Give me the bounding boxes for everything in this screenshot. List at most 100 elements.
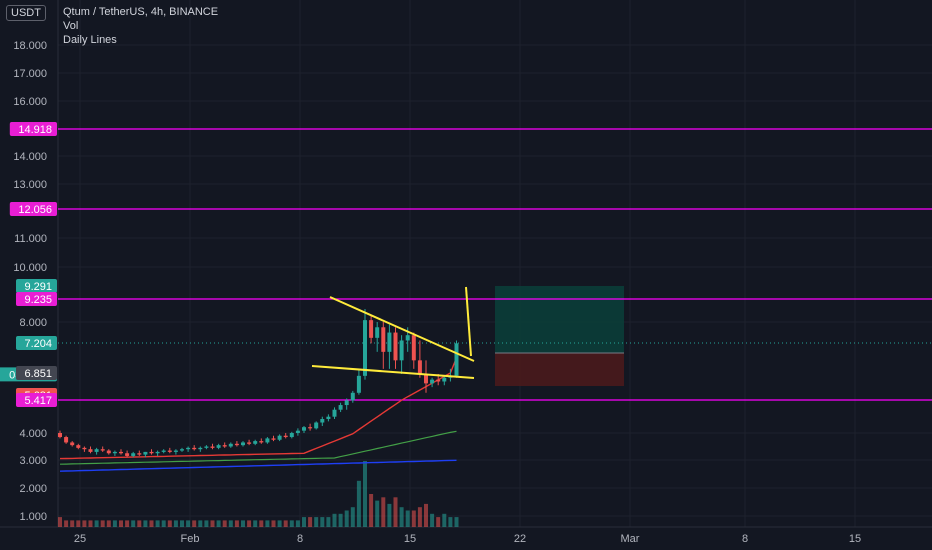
volume-bar [228,520,233,527]
y-tick-label: 4.000 [19,428,47,440]
y-tick-label: 11.000 [14,233,47,245]
price-label-badge [16,336,57,350]
candle-body [228,443,233,447]
target-zone [495,286,624,353]
volume-bar [454,517,459,527]
candle-body [234,443,239,446]
candle-body [375,327,380,338]
volume-bar [381,497,386,527]
volume-bar [186,520,191,527]
volume-bar [289,520,294,527]
price-label-text: 5.417 [24,395,52,407]
volume-bar [277,520,282,527]
y-tick-label: 14.000 [13,151,47,163]
candle-body [76,445,81,448]
volume-bar [180,520,184,527]
volume-bar [94,520,99,527]
candle-body [186,447,191,450]
volume-bar [82,520,87,527]
candle-body [94,449,99,452]
candle-body [241,442,245,446]
volume-bar [149,520,154,527]
candle-body [119,451,123,454]
volume-bar [64,520,69,527]
candle-body [454,343,459,376]
price-label-text: 7.204 [24,338,52,350]
volume-bar [253,520,258,527]
price-label-text: 14.918 [18,124,52,136]
volume-bar [247,520,252,527]
candle-body [411,335,416,361]
volume-bar [58,517,62,527]
x-tick-label: 15 [849,533,861,545]
candle-body [143,451,148,455]
volume-bar [88,520,93,527]
candle-body [436,379,441,382]
y-tick-label: 13.000 [13,179,47,191]
pennant-upper-line [329,296,475,362]
daily-lines-indicator-label[interactable]: Daily Lines [63,34,117,46]
volume-bar [369,494,374,527]
price-label-badge [16,393,57,407]
candle-body [253,441,258,444]
candle-body [247,442,252,444]
x-tick-label: 8 [742,533,748,545]
price-label-badge [9,122,58,136]
candle-body [417,360,422,374]
price-label-text: 12.056 [18,204,52,216]
volume-bar [283,520,288,527]
y-tick-label: 3.000 [19,455,47,467]
volume-bar [106,520,111,527]
ma-line-green [59,430,457,465]
candle-body [167,450,172,452]
ma-line-red [59,357,458,460]
candle-body [277,435,282,440]
candle-body [405,335,410,341]
ma-line-blue [59,459,457,472]
candle-body [192,447,197,450]
candle-body [131,453,136,456]
volume-bar [100,520,105,527]
candle-body [210,446,215,448]
candle-body [424,373,428,384]
candle-body [173,450,178,452]
candle-body [387,332,392,352]
volume-bar [216,520,221,527]
candle-body [302,427,306,431]
volume-bar [442,513,447,527]
volume-bar [375,500,380,527]
candle-body [112,451,117,454]
candle-body [259,441,264,443]
price-label-badge [16,292,57,306]
symbol-title[interactable]: Qtum / TetherUS, 4h, BINANCE [63,6,219,18]
stop-zone [495,353,624,386]
chart-legend: Qtum / TetherUS, 4h, BINANCE Vol Daily L… [63,5,218,47]
candle-body [222,445,227,447]
volume-bar [314,517,319,527]
candle-body [58,433,62,438]
candle-body [180,449,184,451]
volume-bar [295,520,300,527]
price-label-text: 6.851 [24,368,52,380]
volume-bar [417,507,422,527]
volume-bar [143,520,148,527]
vol-indicator-label[interactable]: Vol [63,20,79,32]
candle-body [363,320,367,376]
volume-bar [76,520,81,527]
candle-body [283,435,288,438]
candle-body [295,430,300,433]
volume-bar [198,520,203,527]
currency-badge[interactable]: USDT [6,5,46,21]
candle-body [393,332,398,361]
candle-body [64,437,69,443]
candle-body [289,433,294,438]
y-tick-label: 18.000 [13,40,47,52]
volume-bar [356,480,361,527]
x-tick-label: Feb [181,533,200,545]
x-tick-label: 8 [297,533,303,545]
candle-body [216,445,221,448]
volume-bar [265,520,270,527]
volume-bar [338,513,343,527]
